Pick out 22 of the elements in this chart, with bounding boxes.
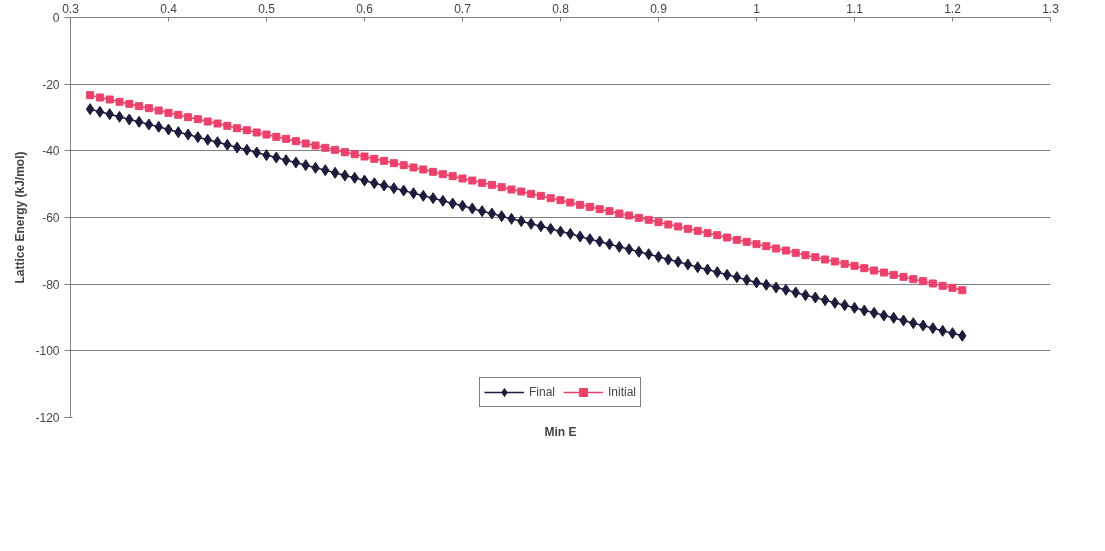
- y-tick-label: -20: [42, 77, 60, 92]
- x-tick-label: 0.6: [356, 1, 374, 16]
- x-tick-label: 1.1: [846, 1, 864, 16]
- y-axis-title: Lattice Energy (kJ/mol): [13, 151, 28, 284]
- y-tick-label: -100: [35, 344, 60, 359]
- x-tick-label: 1: [753, 1, 761, 16]
- x-tick-label: 0.9: [650, 1, 668, 16]
- legend-label: Final: [528, 385, 555, 399]
- x-tick-label: 1.2: [944, 1, 962, 16]
- y-tick-label: -60: [42, 211, 60, 225]
- y-tick-label: -120: [35, 411, 60, 425]
- x-axis-title: Min E: [544, 424, 577, 439]
- y-tick-label: -80: [42, 277, 60, 292]
- x-tick-label: 1.3: [1042, 1, 1060, 16]
- y-tick-label: -40: [42, 144, 60, 159]
- x-tick-label: 0.5: [258, 1, 276, 16]
- x-tick-label: 0.7: [454, 1, 472, 16]
- y-tick-label: 0: [52, 11, 60, 25]
- legend-label: Initial: [608, 385, 637, 399]
- x-tick-label: 0.3: [62, 1, 80, 16]
- x-tick-label: 0.8: [552, 1, 570, 16]
- x-tick-label: 0.4: [160, 1, 178, 16]
